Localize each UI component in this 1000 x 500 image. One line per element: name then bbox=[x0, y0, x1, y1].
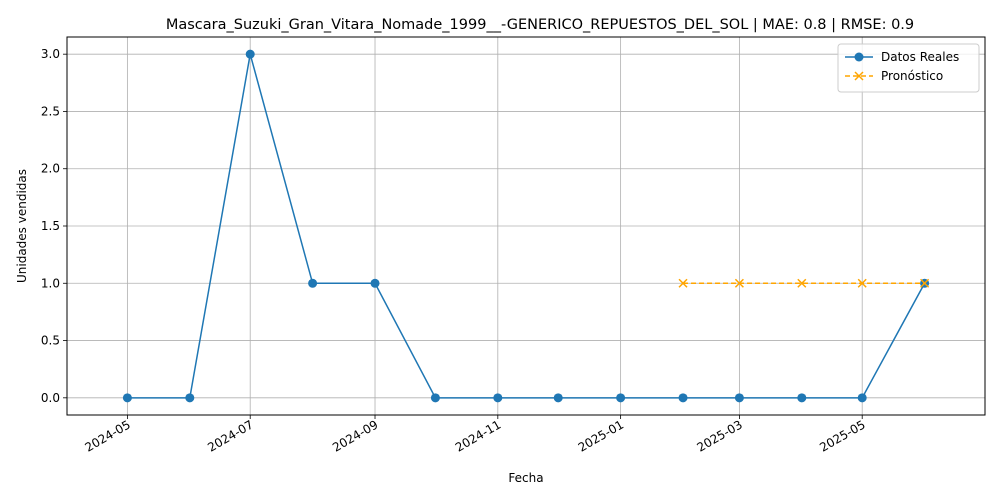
y-tick-label: 0.0 bbox=[41, 391, 60, 405]
data-point-datos-reales bbox=[616, 393, 626, 403]
data-point-datos-reales bbox=[857, 393, 867, 403]
chart-title: Mascara_Suzuki_Gran_Vitara_Nomade_1999__… bbox=[166, 17, 914, 33]
y-tick-label: 2.5 bbox=[41, 104, 60, 118]
data-point-pronostico bbox=[857, 278, 867, 288]
y-tick-label: 1.5 bbox=[41, 219, 60, 233]
data-point-datos-reales bbox=[678, 393, 688, 403]
y-tick-label: 0.5 bbox=[41, 334, 60, 348]
x-tick-label: 2024-07 bbox=[205, 417, 255, 454]
data-point-datos-reales bbox=[370, 278, 380, 288]
legend-label-datos-reales: Datos Reales bbox=[881, 50, 959, 64]
data-point-datos-reales bbox=[245, 49, 255, 59]
data-point-datos-reales bbox=[734, 393, 744, 403]
x-tick-label: 2024-09 bbox=[330, 417, 380, 454]
legend-box bbox=[837, 43, 980, 93]
y-tick-label: 2.0 bbox=[41, 162, 60, 176]
x-tick-label: 2025-05 bbox=[817, 417, 867, 454]
data-point-datos-reales bbox=[430, 393, 440, 403]
x-tick-label: 2025-01 bbox=[576, 417, 626, 454]
x-tick-label: 2024-11 bbox=[453, 417, 503, 454]
legend-label-pronostico: Pronóstico bbox=[881, 69, 943, 83]
data-point-datos-reales bbox=[797, 393, 807, 403]
y-tick-label: 1.0 bbox=[41, 276, 60, 290]
y-axis: 0.0 0.5 1.0 1.5 2.0 2.5 3.0 bbox=[41, 47, 67, 405]
data-point-datos-reales bbox=[122, 393, 132, 403]
legend-marker-datos-reales bbox=[854, 52, 864, 62]
y-axis-label: Unidades vendidas bbox=[15, 169, 29, 283]
legend-marker-pronostico bbox=[854, 71, 864, 81]
data-point-datos-reales bbox=[185, 393, 195, 403]
x-axis: 2024-05 2024-07 2024-09 2024-11 2025-01 2025-… bbox=[82, 415, 868, 455]
legend: Datos Reales Pronóstico bbox=[837, 43, 980, 93]
series-line-datos-reales bbox=[127, 53, 926, 399]
grid bbox=[67, 37, 985, 415]
data-point-datos-reales bbox=[308, 278, 318, 288]
data-point-pronostico bbox=[734, 278, 744, 288]
data-point-datos-reales bbox=[553, 393, 563, 403]
data-point-pronostico bbox=[920, 278, 930, 288]
x-tick-label: 2024-05 bbox=[82, 417, 132, 454]
data-point-pronostico bbox=[678, 278, 688, 288]
x-axis-label: Fecha bbox=[508, 471, 543, 485]
x-tick-label: 2025-03 bbox=[694, 417, 744, 454]
data-point-pronostico bbox=[797, 278, 807, 288]
y-tick-label: 3.0 bbox=[41, 47, 60, 61]
data-point-datos-reales bbox=[493, 393, 503, 403]
series-layer bbox=[122, 49, 930, 403]
